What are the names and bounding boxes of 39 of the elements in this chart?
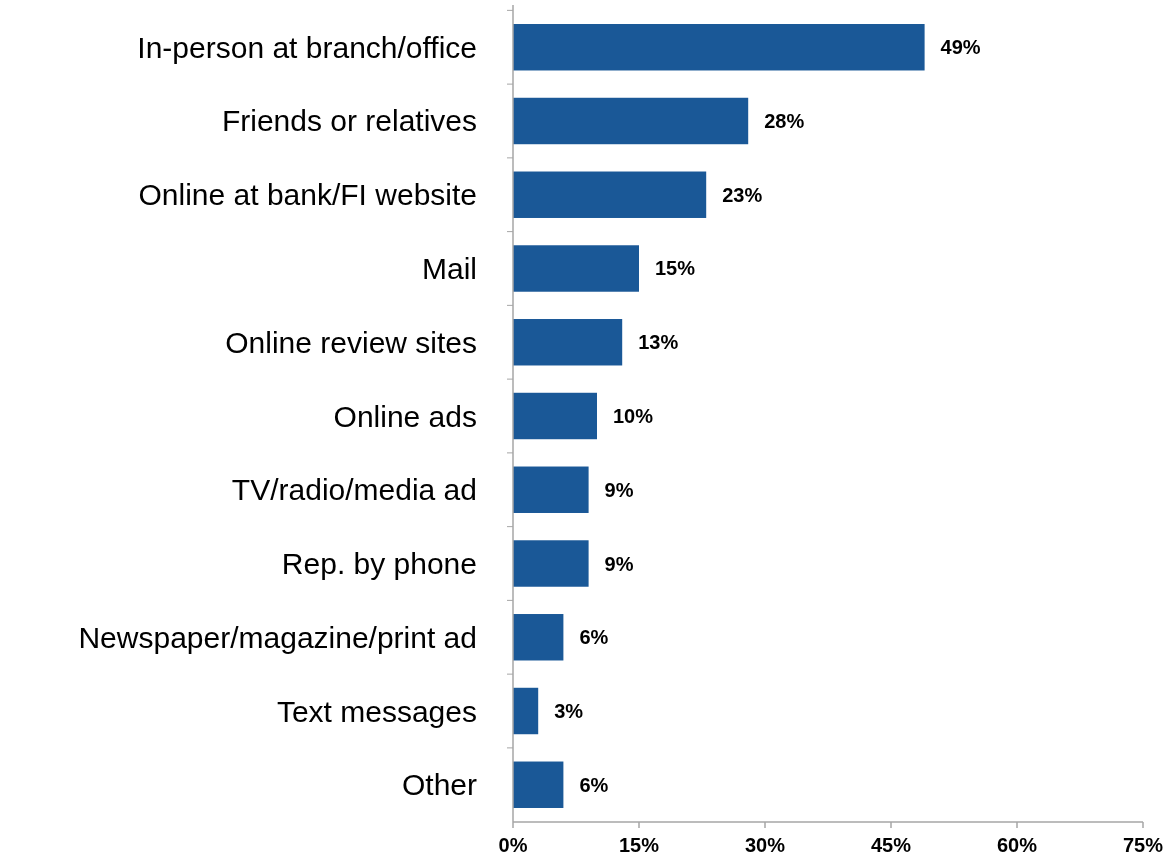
x-tick-label: 30% — [744, 834, 786, 856]
y-tick-label: Online at bank/FI website — [138, 178, 477, 212]
x-tick-label: 0% — [498, 834, 528, 856]
x-tick-label: 75% — [1122, 834, 1164, 856]
x-tick-label: 60% — [996, 834, 1038, 856]
data-label: 9% — [604, 552, 634, 575]
data-label: 9% — [604, 478, 634, 501]
bar — [513, 687, 539, 735]
data-label: 6% — [579, 626, 609, 649]
y-tick-label: Newspaper/magazine/print ad — [78, 620, 477, 654]
data-label: 23% — [722, 183, 763, 206]
data-label: 6% — [579, 773, 609, 796]
bar — [513, 245, 639, 292]
y-tick-label: Online review sites — [225, 325, 477, 359]
data-label: 28% — [764, 110, 805, 132]
bar — [513, 392, 597, 440]
bar — [513, 24, 925, 71]
y-tick-label: In-person at branch/office — [137, 30, 477, 64]
x-tick-label: 15% — [618, 834, 660, 856]
data-label: 13% — [638, 331, 679, 354]
y-tick-label: Friends or relatives — [221, 104, 477, 138]
y-tick-label: Mail — [421, 252, 477, 285]
x-tick-label: 45% — [870, 834, 912, 856]
bar — [513, 171, 707, 218]
y-tick-label: Rep. by phone — [281, 547, 477, 580]
y-tick-label: Online ads — [333, 399, 477, 433]
bar — [513, 540, 589, 587]
y-tick-label: Other — [401, 768, 478, 802]
data-label: 10% — [613, 405, 654, 427]
bar — [513, 319, 623, 366]
bar — [513, 614, 564, 661]
data-label: 3% — [554, 700, 584, 722]
bar — [513, 97, 749, 145]
bar — [513, 761, 564, 808]
y-tick-label: TV/radio/media ad — [231, 473, 477, 507]
data-label: 15% — [655, 257, 696, 280]
bar — [513, 466, 589, 513]
y-tick-label: Text messages — [276, 694, 477, 728]
data-label: 49% — [940, 36, 981, 59]
